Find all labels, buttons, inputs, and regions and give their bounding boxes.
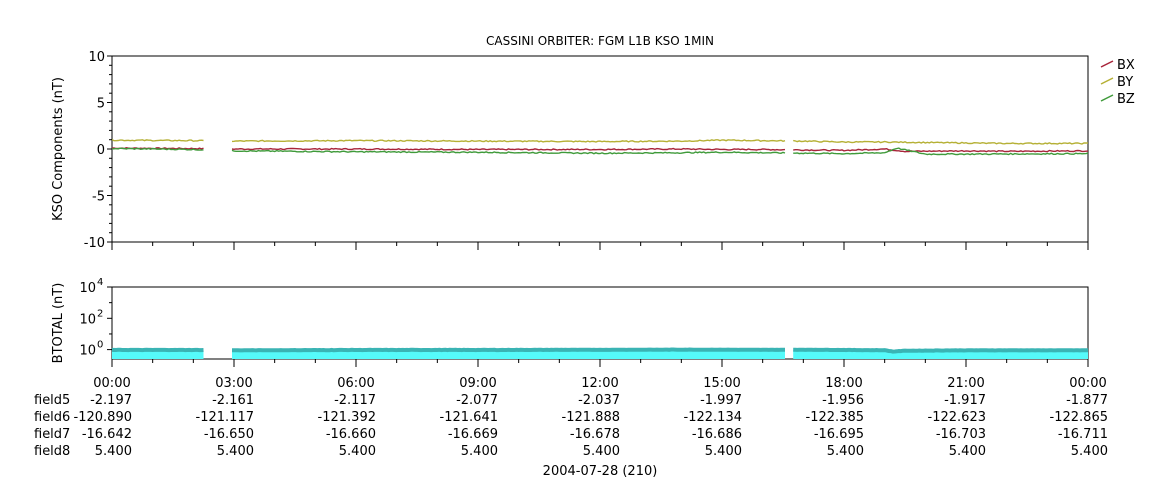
ephemeris-cell: -121.888 bbox=[562, 410, 620, 425]
ephemeris-cell: -122.865 bbox=[1050, 410, 1108, 425]
ephemeris-cell: -16.678 bbox=[570, 427, 620, 442]
x-axis bbox=[111, 242, 1089, 367]
date-label: 2004-07-28 (210) bbox=[543, 464, 658, 479]
ephemeris-cell: -2.037 bbox=[578, 393, 620, 408]
ephemeris-cell: -2.197 bbox=[90, 393, 132, 408]
series-line-bz-seg-2 bbox=[793, 147, 1089, 156]
ephemeris-cell: 5.400 bbox=[339, 444, 376, 459]
x-tick-label: 09:00 bbox=[459, 376, 496, 391]
ephemeris-cell: -1.997 bbox=[700, 393, 742, 408]
ephemeris-cell: -121.641 bbox=[440, 410, 498, 425]
top-series-group bbox=[111, 138, 1089, 156]
legend-swatch-bx bbox=[1100, 60, 1114, 68]
chart-title: CASSINI ORBITER: FGM L1B KSO 1MIN bbox=[486, 34, 714, 48]
ephemeris-row-label: field7 bbox=[34, 427, 70, 442]
legend-label-bz: BZ bbox=[1117, 92, 1135, 107]
series-line-bx-seg-2 bbox=[793, 147, 1089, 153]
top-y-axis: 10 5 0 -5 -10 bbox=[84, 50, 112, 251]
series-line-bx-seg-1 bbox=[231, 147, 786, 151]
legend-swatch-by bbox=[1100, 77, 1114, 85]
ephemeris-cell: -16.695 bbox=[814, 427, 864, 442]
series-line-by-seg-0 bbox=[111, 138, 204, 142]
ephemeris-cell: -122.385 bbox=[806, 410, 864, 425]
x-tick-label: 06:00 bbox=[337, 376, 374, 391]
ephemeris-cell: -16.650 bbox=[204, 427, 254, 442]
ephemeris-cell: -121.392 bbox=[318, 410, 376, 425]
bottom-y-tick-exponent: 0 bbox=[97, 340, 103, 351]
ephemeris-row-label: field6 bbox=[34, 410, 70, 425]
ephemeris-cell: -16.669 bbox=[448, 427, 498, 442]
ephemeris-row-label: field5 bbox=[34, 393, 70, 408]
bottom-y-axis-label: BTOTAL (nT) bbox=[51, 283, 66, 364]
top-y-tick-label: 5 bbox=[97, 97, 105, 112]
ephemeris-cell: 5.400 bbox=[583, 444, 620, 459]
ephemeris-cell: 5.400 bbox=[217, 444, 254, 459]
series-line-by-seg-2 bbox=[793, 139, 1089, 145]
ephemeris-table: 00:00 03:00 06:00 09:00 12:00 15:00 18:00 21:00… bbox=[34, 376, 1108, 459]
legend-label-bx: BX bbox=[1117, 58, 1135, 73]
x-tick-label: 15:00 bbox=[703, 376, 740, 391]
bottom-series-group bbox=[111, 347, 1088, 359]
ephemeris-cell: -16.703 bbox=[936, 427, 986, 442]
x-tick-label: 00:00 bbox=[93, 376, 130, 391]
x-tick-label: 12:00 bbox=[581, 376, 618, 391]
ephemeris-cell: -2.077 bbox=[456, 393, 498, 408]
legend: BX BY BZ bbox=[1100, 58, 1135, 107]
top-y-tick-label: -5 bbox=[92, 190, 105, 205]
ephemeris-cell: -16.642 bbox=[82, 427, 132, 442]
bottom-y-tick-exponent: 4 bbox=[97, 277, 103, 288]
ephemeris-cell: -120.890 bbox=[74, 410, 132, 425]
ephemeris-cell: -121.117 bbox=[196, 410, 254, 425]
x-tick-label: 00:00 bbox=[1069, 376, 1106, 391]
x-tick-label: 21:00 bbox=[947, 376, 984, 391]
x-tick-label: 03:00 bbox=[215, 376, 252, 391]
ephemeris-cell: -1.956 bbox=[822, 393, 864, 408]
ephemeris-row-label: field8 bbox=[34, 444, 70, 459]
ephemeris-cell: 5.400 bbox=[461, 444, 498, 459]
ephemeris-cell: -16.660 bbox=[326, 427, 376, 442]
ephemeris-cell: -122.623 bbox=[928, 410, 986, 425]
ephemeris-cell: -16.686 bbox=[692, 427, 742, 442]
top-y-axis-label: KSO Components (nT) bbox=[51, 77, 66, 221]
bottom-y-tick-label: 10 bbox=[79, 312, 96, 327]
ephemeris-cell: 5.400 bbox=[1071, 444, 1108, 459]
top-y-tick-label: 0 bbox=[97, 143, 105, 158]
ephemeris-cell: 5.400 bbox=[705, 444, 742, 459]
ephemeris-cell: -1.917 bbox=[944, 393, 986, 408]
legend-swatch-bz bbox=[1100, 94, 1114, 102]
ephemeris-cell: -2.117 bbox=[334, 393, 376, 408]
top-y-tick-label: -10 bbox=[84, 236, 105, 251]
bottom-y-tick-label: 10 bbox=[79, 281, 96, 296]
ephemeris-cell: 5.400 bbox=[949, 444, 986, 459]
legend-label-by: BY bbox=[1117, 75, 1133, 90]
ephemeris-cell: 5.400 bbox=[827, 444, 864, 459]
series-line-bz-seg-0 bbox=[111, 147, 204, 151]
bottom-y-tick-exponent: 2 bbox=[97, 308, 103, 319]
ephemeris-cell: 5.400 bbox=[95, 444, 132, 459]
ephemeris-cell: -16.711 bbox=[1058, 427, 1108, 442]
btotal-area-seg-0 bbox=[112, 349, 204, 359]
btotal-area-seg-1 bbox=[232, 349, 785, 359]
series-line-by-seg-1 bbox=[231, 139, 786, 143]
ephemeris-cell: -122.134 bbox=[684, 410, 742, 425]
bottom-y-tick-label: 10 bbox=[79, 344, 96, 359]
btotal-line-seg-1 bbox=[232, 347, 785, 353]
series-line-bx-seg-0 bbox=[111, 146, 204, 150]
ephemeris-cell: -1.877 bbox=[1066, 393, 1108, 408]
btotal-line-seg-2 bbox=[793, 347, 1088, 354]
top-y-tick-label: 10 bbox=[88, 50, 105, 65]
ephemeris-cell: -2.161 bbox=[212, 393, 254, 408]
series-line-bz-seg-1 bbox=[231, 149, 786, 155]
x-tick-label: 18:00 bbox=[825, 376, 862, 391]
